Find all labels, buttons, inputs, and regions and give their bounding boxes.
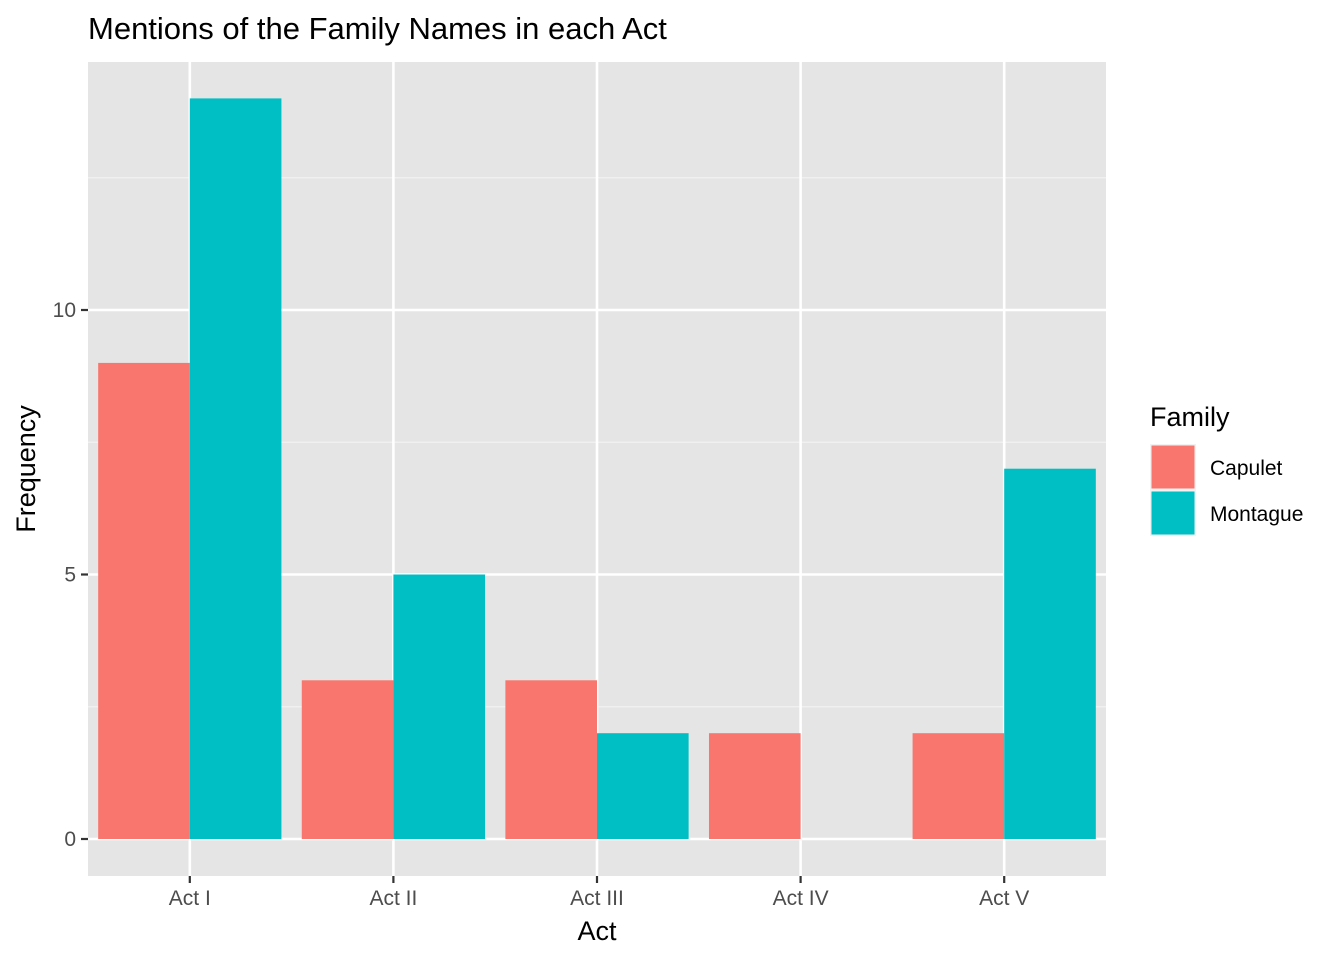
- bar-montague: [189, 98, 282, 839]
- bar-montague: [597, 733, 689, 839]
- y-tick-label: 0: [64, 828, 76, 851]
- x-tick-label: Act II: [369, 887, 417, 910]
- y-axis-label: Frequency: [11, 405, 41, 533]
- legend-swatch-montague: [1151, 491, 1195, 535]
- bar-montague: [1004, 468, 1096, 839]
- bar-montague: [393, 574, 486, 839]
- y-tick-label: 10: [53, 299, 76, 322]
- legend-title: Family: [1150, 402, 1230, 432]
- bars-group: [98, 98, 1096, 839]
- bar-capulet: [708, 733, 801, 839]
- chart-title: Mentions of the Family Names in each Act: [88, 11, 667, 46]
- x-tick-label: Act IV: [773, 887, 829, 910]
- y-axis: 0 5 10: [53, 299, 88, 851]
- x-axis-label: Act: [577, 916, 617, 946]
- x-axis: Act I Act II Act III Act IV Act V: [169, 876, 1029, 910]
- legend-label-capulet: Capulet: [1210, 457, 1283, 480]
- x-tick-label: Act V: [979, 887, 1029, 910]
- bar-capulet: [98, 362, 190, 839]
- legend-swatch-capulet: [1151, 445, 1195, 489]
- legend-label-montague: Montague: [1210, 503, 1303, 526]
- bar-capulet: [301, 680, 394, 839]
- bar-capulet: [505, 680, 597, 839]
- x-tick-label: Act I: [169, 887, 211, 910]
- x-tick-label: Act III: [570, 887, 624, 910]
- bar-capulet: [912, 733, 1005, 839]
- y-tick-label: 5: [64, 564, 76, 587]
- legend: Family Capulet Montague: [1150, 402, 1303, 536]
